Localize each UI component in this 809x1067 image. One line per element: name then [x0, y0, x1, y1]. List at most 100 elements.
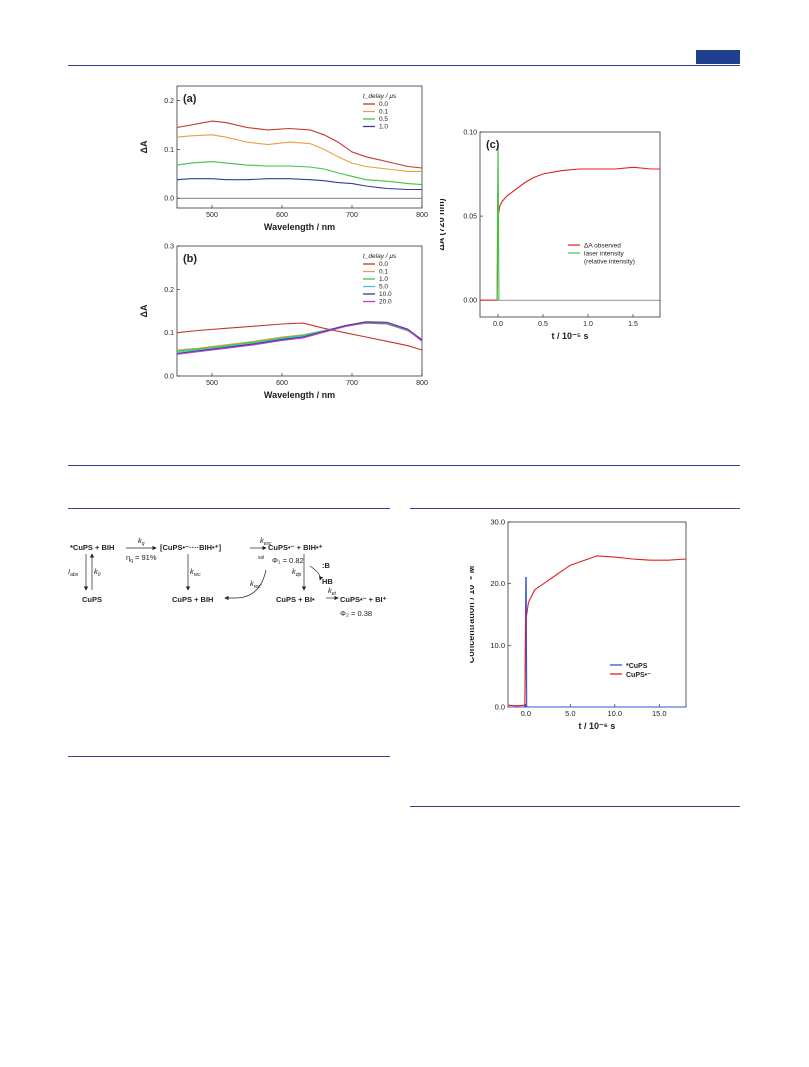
panel-label: (a)	[183, 93, 197, 105]
legend-label: CuPS•⁻	[626, 672, 651, 679]
plot-frame	[176, 85, 423, 209]
plot-frame	[479, 131, 661, 318]
x-axis-label: Wavelength / nm	[264, 222, 335, 232]
y-tick-label: 0.2	[164, 287, 174, 294]
series-line	[176, 120, 423, 169]
scheme-eta-val: = 91%	[133, 553, 157, 562]
x-tick-label: 0.0	[493, 321, 503, 328]
legend-label: *CuPS	[626, 663, 648, 670]
y-tick-label: 0.00	[463, 298, 477, 305]
scheme-kesc: k	[260, 536, 265, 545]
legend-label: 0.1	[379, 269, 388, 276]
scheme-iabs: I	[68, 567, 70, 576]
legend-label: 5.0	[379, 284, 388, 291]
svg-text:krec': krec'	[250, 579, 263, 590]
y-tick-label: 0.0	[164, 374, 174, 381]
scheme-hb: HB	[322, 577, 333, 586]
x-tick-label: 800	[416, 380, 428, 387]
scheme-top-rule	[68, 508, 390, 509]
y-tick-label: 20.0	[490, 579, 505, 588]
series-line	[176, 321, 423, 355]
y-axis-label: ΔA	[139, 304, 149, 317]
y-tick-label: 0.05	[463, 214, 477, 221]
series-line	[176, 322, 423, 351]
chart-d-bottom-rule	[410, 806, 740, 807]
scheme-complex: [CuPS•⁻····BIH•⁺]	[160, 543, 222, 552]
x-tick-label: 15.0	[652, 709, 667, 718]
scheme-ground: CuPS	[82, 595, 102, 604]
legend-label: 0.0	[379, 261, 388, 268]
x-tick-label: 700	[346, 380, 358, 387]
series-line	[176, 134, 422, 172]
legend-title: t_delay / μs	[363, 93, 397, 100]
scheme-rec-products: CuPS + BIH	[172, 595, 213, 604]
x-tick-label: 500	[206, 380, 218, 387]
y-tick-label: 10.0	[490, 641, 505, 650]
x-tick-label: 0.5	[538, 321, 548, 328]
panel-d-chart: 0.0 5.0 10.0 15.0 0.0 10.0 20.0 30.0 t / 10⁻⁶ s C…	[470, 518, 687, 731]
legend-label: 0.0	[379, 101, 388, 108]
x-tick-label: 600	[276, 212, 288, 219]
legend-title: t_delay / μs	[363, 253, 397, 260]
legend-label: laser intensity	[584, 251, 624, 258]
series-line	[176, 161, 423, 186]
header-rule	[68, 65, 740, 66]
svg-text:ket: ket	[328, 586, 337, 597]
legend-label: 1.0	[379, 124, 388, 131]
scheme-krec2: k	[250, 579, 255, 588]
scheme-ket: k	[328, 586, 333, 595]
x-axis-label: t / 10⁻⁵ s	[552, 331, 589, 341]
x-tick-label: 600	[276, 380, 288, 387]
x-tick-label: 1.5	[628, 321, 638, 328]
series-line	[496, 142, 500, 301]
y-axis-label: ΔA (720 nm)	[440, 198, 446, 250]
legend-label: 10.0	[379, 291, 392, 298]
scheme-sep: CuPS•⁻ + BIH•⁺	[268, 543, 323, 552]
panel-c-chart: 0.0 0.5 1.0 1.5 0.00 0.05 0.10 t / 10⁻⁵ s ΔA (72…	[440, 130, 661, 341]
scheme-kq: k	[138, 536, 143, 545]
y-tick-label: 0.1	[164, 330, 174, 337]
scheme-products2: CuPS + BI•	[276, 595, 315, 604]
scheme-base: :B	[322, 561, 330, 570]
chart-d-top-rule	[410, 508, 740, 509]
scheme-eta: η	[126, 553, 130, 562]
legend-label: 20.0	[379, 299, 392, 306]
legend-label: 0.5	[379, 116, 388, 123]
x-tick-label: 1.0	[583, 321, 593, 328]
y-tick-label: 0.1	[164, 147, 174, 154]
x-axis-label: Wavelength / nm	[264, 390, 335, 400]
y-tick-label: 0.0	[164, 196, 174, 203]
y-axis-label: ΔA	[139, 140, 149, 153]
legend-label: 0.1	[379, 109, 388, 116]
x-axis-label: t / 10⁻⁶ s	[579, 721, 616, 731]
scheme-bottom-rule	[68, 756, 390, 757]
x-tick-label: 10.0	[607, 709, 622, 718]
x-tick-label: 0.0	[521, 709, 531, 718]
y-tick-label: 0.10	[463, 130, 477, 137]
legend-label: 1.0	[379, 276, 388, 283]
reaction-scheme: *CuPS + BIH kq ηq = 91% [CuPS•⁻····BIH•⁺…	[68, 536, 387, 618]
series-line	[508, 576, 686, 708]
legend-label: ΔA observed	[584, 243, 621, 250]
scheme-final: CuPS•⁻ + BI⁺	[340, 595, 387, 604]
series-line	[176, 322, 423, 355]
scheme-phi2: Φ₂ = 0.38	[340, 609, 372, 618]
scheme-k0: k	[94, 567, 99, 576]
scheme-krec: k	[190, 567, 195, 576]
panel-label: (c)	[486, 139, 500, 151]
scheme-ksol: sol	[258, 555, 264, 561]
legend-label: (relative intensity)	[584, 259, 635, 266]
x-tick-label: 5.0	[565, 709, 575, 718]
y-tick-label: 0.2	[164, 98, 174, 105]
section-rule	[68, 465, 740, 466]
svg-text:Iabs: Iabs	[68, 567, 79, 578]
scheme-kdp: k	[292, 567, 297, 576]
y-axis-label: Concentration / 10⁻⁶ M	[470, 566, 476, 663]
svg-text:krec: krec	[190, 567, 201, 578]
series-line	[480, 166, 660, 301]
y-tick-label: 30.0	[490, 518, 505, 527]
plot-frame	[507, 521, 687, 708]
svg-text:kdp: kdp	[292, 567, 302, 578]
